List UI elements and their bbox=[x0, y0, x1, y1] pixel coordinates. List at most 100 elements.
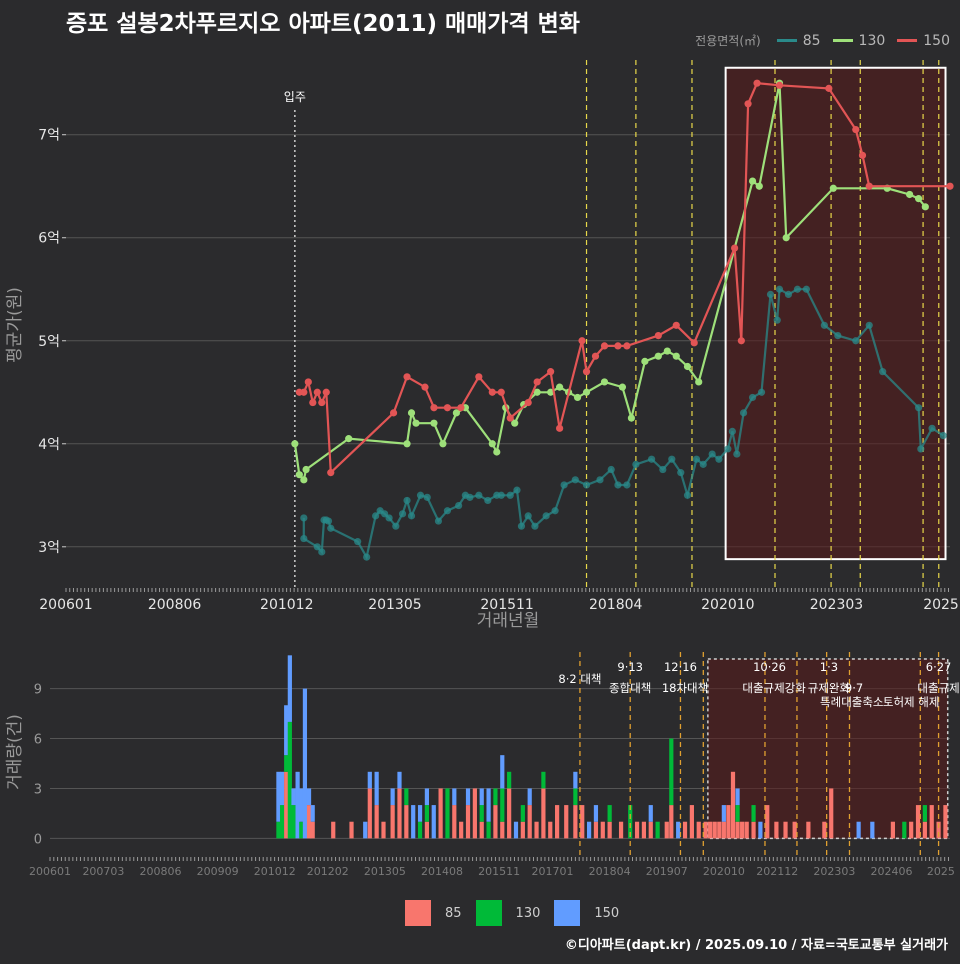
volume-bar-130 bbox=[669, 738, 674, 806]
volume-bar-85 bbox=[310, 821, 315, 839]
data-point-130 bbox=[547, 388, 555, 396]
volume-bar-85 bbox=[664, 821, 669, 839]
volume-bar-85 bbox=[634, 821, 640, 839]
volume-bar-130 bbox=[735, 805, 740, 822]
volume-bar-150 bbox=[870, 821, 875, 839]
policy-label: 대출규제강화 bbox=[742, 681, 806, 695]
data-point-150 bbox=[672, 321, 680, 329]
volume-bar-150 bbox=[424, 788, 430, 806]
legend-label-85: 85 bbox=[802, 32, 821, 49]
data-point-150 bbox=[654, 332, 662, 340]
data-point-130 bbox=[291, 440, 299, 448]
volume-bar-150 bbox=[411, 805, 416, 839]
volume-bar-85 bbox=[915, 805, 921, 839]
data-point-150 bbox=[865, 182, 873, 190]
data-point-150 bbox=[389, 409, 398, 417]
data-point-130 bbox=[345, 435, 353, 443]
volume-bar-85 bbox=[696, 821, 701, 839]
data-point-85 bbox=[928, 424, 936, 432]
volume-bar-150 bbox=[276, 771, 281, 822]
data-point-85 bbox=[692, 455, 701, 463]
volume-bar-150 bbox=[513, 821, 519, 839]
data-point-150 bbox=[614, 342, 622, 350]
data-point-130 bbox=[641, 357, 649, 365]
data-point-150 bbox=[623, 342, 631, 350]
data-point-85 bbox=[466, 493, 474, 501]
data-point-85 bbox=[748, 393, 757, 402]
footer-credit: ©디아파트(dapt.kr) / 2025.09.10 / 자료=국토교통부 실… bbox=[564, 938, 948, 953]
policy-label: 1·3 bbox=[820, 660, 838, 674]
volume-bar-85 bbox=[306, 805, 312, 839]
data-point-150 bbox=[556, 424, 564, 432]
data-point-150 bbox=[858, 151, 867, 159]
data-point-85 bbox=[542, 512, 550, 520]
volume-bar-85 bbox=[564, 805, 569, 839]
volume-bar-130 bbox=[655, 821, 660, 839]
volume-bar-85 bbox=[943, 805, 948, 839]
data-point-150 bbox=[737, 337, 745, 345]
volume-bar-85 bbox=[829, 788, 834, 839]
data-point-85 bbox=[784, 290, 793, 298]
volume-bar-130 bbox=[541, 771, 546, 789]
volume-bar-85 bbox=[618, 821, 624, 839]
volume-bar-130 bbox=[291, 805, 296, 839]
volume-x-tick-label: 200703 bbox=[82, 865, 124, 878]
volume-bar-150 bbox=[676, 821, 681, 839]
data-point-150 bbox=[318, 398, 326, 407]
volume-bar-85 bbox=[717, 821, 722, 839]
volume-bar-150 bbox=[735, 788, 740, 806]
data-point-130 bbox=[618, 383, 627, 391]
volume-bar-85 bbox=[459, 821, 464, 839]
page-title: 증포 설봉2차푸르지오 아파트(2011) 매매가격 변화 bbox=[66, 11, 580, 37]
price-x-tick-label: 2025 bbox=[923, 597, 959, 613]
data-point-85 bbox=[398, 510, 407, 518]
data-point-150 bbox=[304, 378, 312, 386]
data-point-150 bbox=[488, 388, 496, 396]
volume-bar-150 bbox=[279, 771, 285, 806]
price-y-tick-label: 3억 bbox=[38, 540, 60, 556]
legend-line-icon-85 bbox=[776, 39, 797, 42]
volume-bar-150 bbox=[479, 788, 484, 806]
volume-bar-150 bbox=[299, 788, 304, 822]
data-point-150 bbox=[457, 404, 465, 412]
volume-bar-85 bbox=[806, 821, 811, 839]
volume-bar-85 bbox=[703, 821, 708, 839]
policy-label: 토허제 해제 bbox=[883, 695, 940, 709]
data-point-130 bbox=[533, 388, 541, 396]
volume-bar-130 bbox=[404, 788, 409, 806]
data-point-130 bbox=[921, 203, 929, 211]
data-point-85 bbox=[423, 493, 431, 501]
data-point-150 bbox=[582, 368, 591, 376]
data-point-150 bbox=[600, 342, 609, 350]
volume-bar-85 bbox=[783, 821, 788, 839]
data-point-130 bbox=[695, 378, 703, 386]
volume-bar-85 bbox=[541, 788, 546, 839]
volume-x-tick-label: 202406 bbox=[871, 865, 913, 878]
volume-bar-130 bbox=[922, 805, 927, 822]
volume-bar-85 bbox=[580, 805, 585, 839]
legend-bottom-item-130: 130 bbox=[475, 900, 540, 926]
data-point-130 bbox=[654, 352, 662, 360]
volume-bar-150 bbox=[527, 788, 532, 806]
volume-bar-150 bbox=[302, 688, 308, 839]
volume-y-tick-label: 9 bbox=[34, 683, 42, 698]
data-point-130 bbox=[573, 393, 582, 402]
volume-bar-85 bbox=[607, 821, 612, 839]
data-point-150 bbox=[524, 398, 532, 407]
data-point-130 bbox=[755, 182, 763, 190]
volume-bar-85 bbox=[527, 805, 532, 839]
data-point-85 bbox=[354, 538, 362, 546]
volume-bar-130 bbox=[520, 805, 525, 822]
data-point-85 bbox=[623, 481, 631, 489]
volume-bar-85 bbox=[726, 805, 731, 839]
volume-bar-85 bbox=[507, 788, 512, 839]
legend-bottom-item-150: 150 bbox=[554, 900, 619, 926]
data-point-85 bbox=[766, 290, 775, 298]
volume-bar-150 bbox=[390, 788, 395, 806]
volume-bar-85 bbox=[765, 805, 770, 839]
volume-bar-130 bbox=[507, 771, 512, 789]
volume-bar-85 bbox=[500, 821, 505, 839]
volume-bar-150 bbox=[465, 788, 471, 806]
data-point-85 bbox=[939, 431, 947, 440]
